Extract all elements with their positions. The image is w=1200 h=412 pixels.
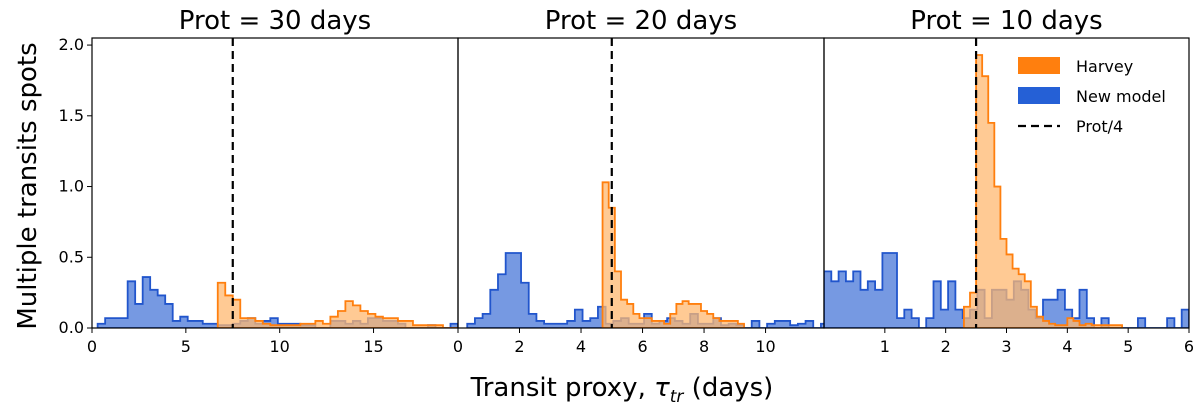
x-tick-label-panel-3: 4	[1062, 337, 1072, 356]
new-model-histogram-panel-2	[466, 252, 824, 328]
x-axis-label-unit: (days)	[683, 373, 773, 403]
panel-2-plot-area	[466, 38, 824, 328]
y-tick-label: 0.5	[59, 247, 84, 266]
harvey-histogram-panel-1	[216, 281, 458, 328]
x-tick-label-panel-3: 2	[941, 337, 951, 356]
x-tick-label-panel-2: 0	[453, 337, 463, 356]
x-tick-label-panel-1: 0	[87, 337, 97, 356]
x-axis-label-symbol: τ	[654, 373, 670, 403]
x-tick-label-panel-2: 8	[699, 337, 709, 356]
panel-2: Prot = 20 days 0 2 4 6 8 10	[453, 6, 825, 356]
harvey-histogram-panel-3	[963, 54, 1123, 328]
x-axis-label: Transit proxy, τtr (days)	[470, 373, 774, 407]
legend-label-prot-4: Prot/4	[1076, 117, 1123, 136]
legend-swatch-new-model	[1018, 87, 1060, 104]
x-tick-label-panel-3: 6	[1184, 337, 1194, 356]
x-tick-label-panel-2: 6	[637, 337, 647, 356]
legend-swatch-harvey	[1018, 57, 1060, 74]
legend-label-new-model: New model	[1076, 87, 1166, 106]
legend: Harvey New model Prot/4	[1018, 57, 1166, 136]
y-tick-label: 1.0	[59, 177, 84, 196]
x-axis-label-main: Transit proxy,	[470, 373, 654, 403]
panel-3-plot-area	[824, 38, 1189, 328]
y-tick-label: 1.5	[59, 106, 84, 125]
harvey-histogram-panel-2	[601, 181, 745, 328]
y-axis-label: Multiple transits spots	[13, 42, 43, 329]
panel-2-title: Prot = 20 days	[545, 6, 737, 36]
x-tick-label-panel-3: 3	[1001, 337, 1011, 356]
x-tick-label-panel-3: 5	[1123, 337, 1133, 356]
panel-1-plot-area	[96, 38, 458, 328]
panel-1: Prot = 30 days 0 5 10 15 0.0 0.5 1.0 1.5 2.0	[59, 6, 459, 356]
x-tick-label-panel-2: 2	[514, 337, 524, 356]
x-tick-label-panel-3: 1	[880, 337, 890, 356]
panel-1-title: Prot = 30 days	[179, 6, 371, 36]
x-tick-label-panel-1: 15	[363, 337, 383, 356]
panel-3: Prot = 10 days 1 2 3 4 5 6	[823, 6, 1194, 356]
x-tick-label-panel-1: 10	[270, 337, 290, 356]
legend-label-harvey: Harvey	[1076, 57, 1133, 76]
panel-3-title: Prot = 10 days	[910, 6, 1102, 36]
x-tick-label-panel-2: 10	[755, 337, 775, 356]
y-tick-label: 2.0	[59, 35, 84, 54]
new-model-histogram-panel-1	[96, 276, 458, 328]
y-tick-label: 0.0	[59, 318, 84, 337]
x-axis-label-subscript: tr	[670, 387, 685, 407]
x-tick-label-panel-1: 5	[181, 337, 191, 356]
x-tick-label-panel-2: 4	[576, 337, 586, 356]
